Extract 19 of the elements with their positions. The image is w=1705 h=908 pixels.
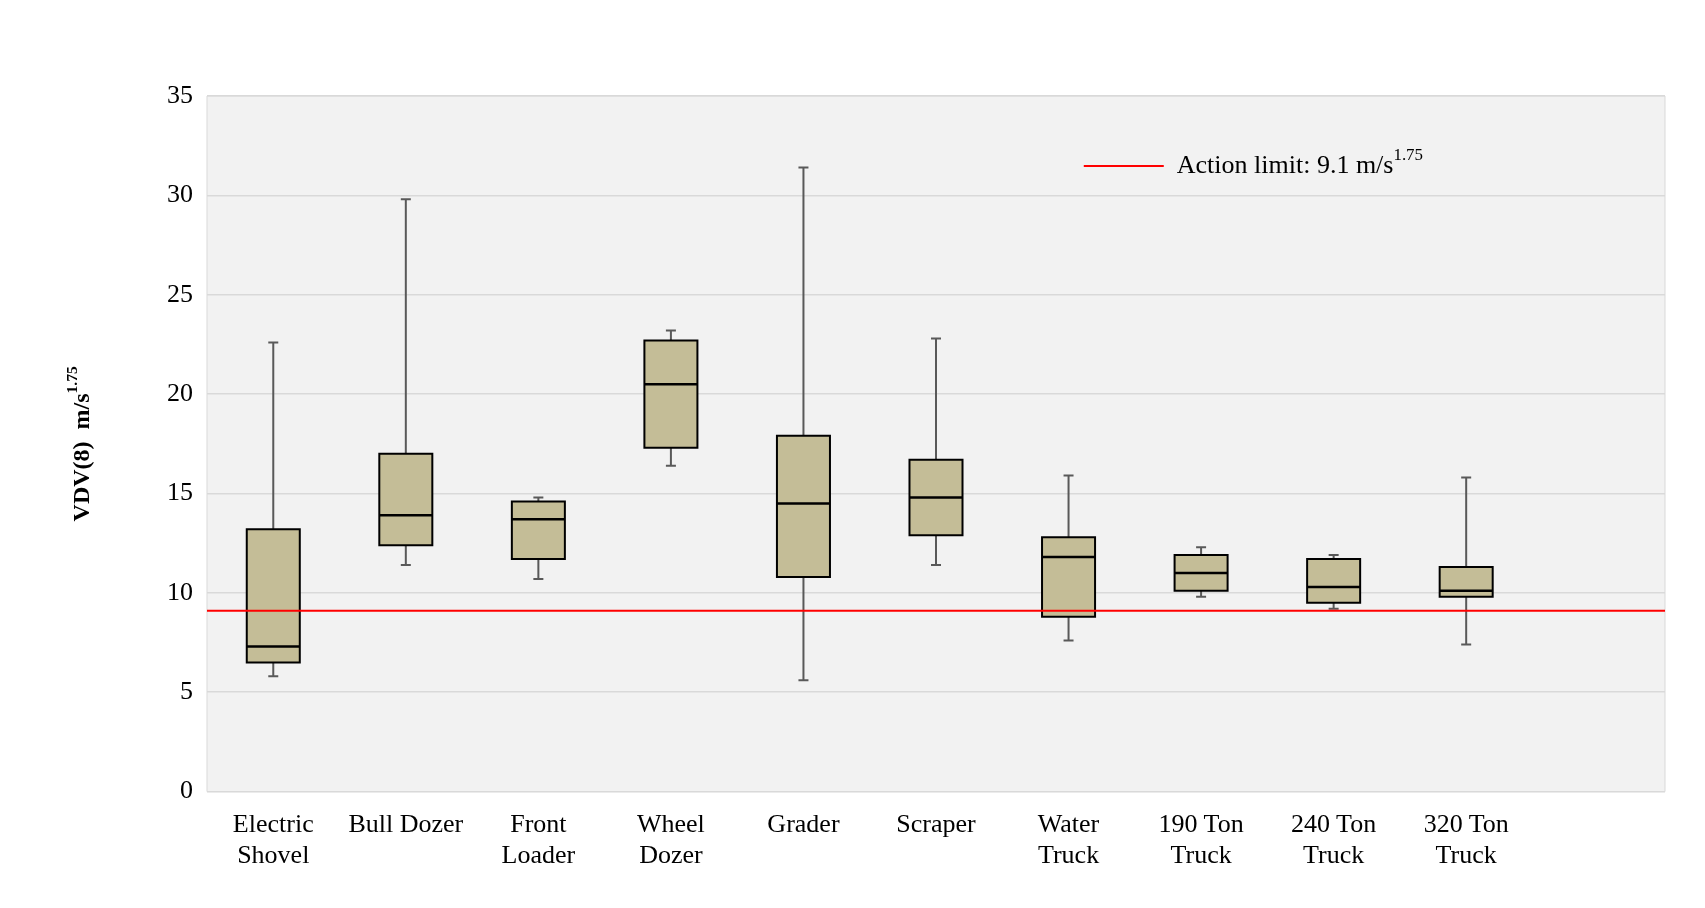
x-tick-label: Wheel Dozer [636, 809, 705, 870]
y-tick-label: 15 [167, 477, 193, 507]
x-tick-label: Front Loader [501, 809, 576, 870]
y-tick-label: 0 [180, 775, 193, 805]
x-tick-label: 240 Ton Truck [1291, 809, 1377, 870]
y-tick-label: 25 [167, 278, 193, 308]
x-tick-label: Grader [767, 809, 840, 839]
y-tick-label: 5 [180, 676, 193, 706]
x-tick-label: Water Truck [1037, 809, 1100, 870]
x-tick-label: 320 Ton Truck [1423, 809, 1509, 870]
x-tick-label: Bull Dozer [348, 809, 464, 839]
x-tick-label: 190 Ton Truck [1158, 809, 1244, 870]
y-axis-title: VDV(8) m/s1.75 [63, 365, 95, 522]
y-tick-label: 10 [167, 576, 193, 606]
y-tick-label: 20 [167, 377, 193, 407]
y-tick-label: 30 [167, 179, 193, 209]
x-tick-label: Scraper [896, 809, 977, 839]
y-tick-label: 35 [167, 79, 193, 109]
x-tick-label: Electric Shovel [232, 809, 314, 870]
